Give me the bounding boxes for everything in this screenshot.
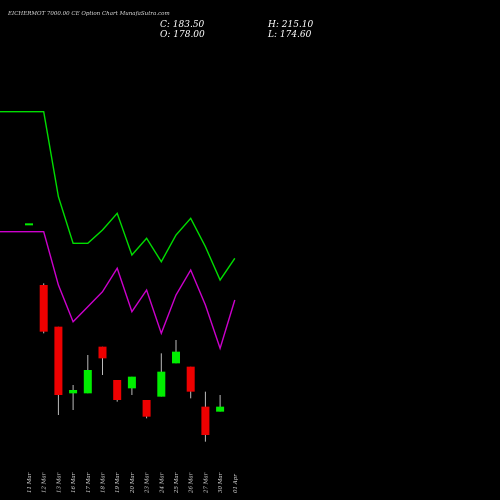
candle bbox=[216, 395, 225, 412]
candle bbox=[39, 283, 48, 334]
x-tick-label: 12 Mar bbox=[42, 472, 48, 493]
candle bbox=[113, 380, 122, 402]
candle-body bbox=[201, 406, 210, 435]
open-value: O: 178.00 bbox=[160, 30, 205, 40]
x-tick-label: 26 Mar bbox=[189, 472, 195, 494]
low-value: L: 174.60 bbox=[268, 30, 312, 40]
candles bbox=[25, 223, 225, 442]
x-tick-label: 11 Mar bbox=[27, 472, 33, 493]
candle bbox=[172, 340, 180, 364]
candle-body bbox=[69, 390, 78, 394]
x-tick-label: 30 Mar bbox=[218, 472, 224, 493]
x-tick-label: 27 Mar bbox=[203, 472, 209, 494]
candle bbox=[69, 385, 78, 410]
candle bbox=[186, 366, 195, 399]
chart-title: EICHERMOT 7000.00 CE Option Chart Munafa… bbox=[8, 11, 170, 17]
x-tick-label: 24 Mar bbox=[159, 472, 165, 494]
band-lines bbox=[0, 110, 236, 351]
candle bbox=[201, 391, 210, 442]
x-tick-label: 19 Mar bbox=[115, 472, 121, 493]
x-tick-label: 20 Mar bbox=[130, 472, 136, 494]
candle-body bbox=[127, 376, 136, 389]
candle bbox=[142, 400, 151, 419]
candle-body bbox=[216, 406, 225, 412]
candle-body bbox=[172, 351, 180, 364]
candle-body bbox=[186, 366, 195, 392]
candle bbox=[83, 355, 92, 394]
candle-body bbox=[39, 285, 48, 332]
candle-body bbox=[98, 346, 107, 359]
x-tick-label: 18 Mar bbox=[101, 472, 107, 493]
upper-band-line bbox=[0, 110, 236, 282]
x-tick-label: 17 Mar bbox=[86, 472, 92, 493]
candle bbox=[157, 353, 166, 397]
candle-body bbox=[54, 326, 63, 395]
candle-body bbox=[157, 371, 166, 397]
x-tick-label: 13 Mar bbox=[56, 472, 62, 493]
candle-body bbox=[83, 370, 92, 394]
x-tick-label: 25 Mar bbox=[174, 472, 180, 494]
candle bbox=[98, 346, 107, 375]
candle bbox=[25, 223, 33, 226]
x-tick-label: 01 Apr bbox=[233, 474, 239, 493]
close-value: C: 183.50 bbox=[160, 20, 205, 30]
candle-body bbox=[113, 380, 122, 400]
candle-body bbox=[142, 400, 151, 417]
x-tick-label: 16 Mar bbox=[71, 472, 77, 493]
x-tick-label: 23 Mar bbox=[145, 472, 151, 494]
x-axis-labels: 11 Mar 12 Mar 13 Mar 16 Mar 17 Mar 18 Mar 19 M… bbox=[27, 472, 239, 494]
candle bbox=[127, 376, 136, 395]
lower-band-line bbox=[0, 230, 236, 351]
candle-body bbox=[25, 223, 33, 226]
high-value: H: 215.10 bbox=[268, 20, 314, 30]
candle bbox=[54, 326, 63, 415]
